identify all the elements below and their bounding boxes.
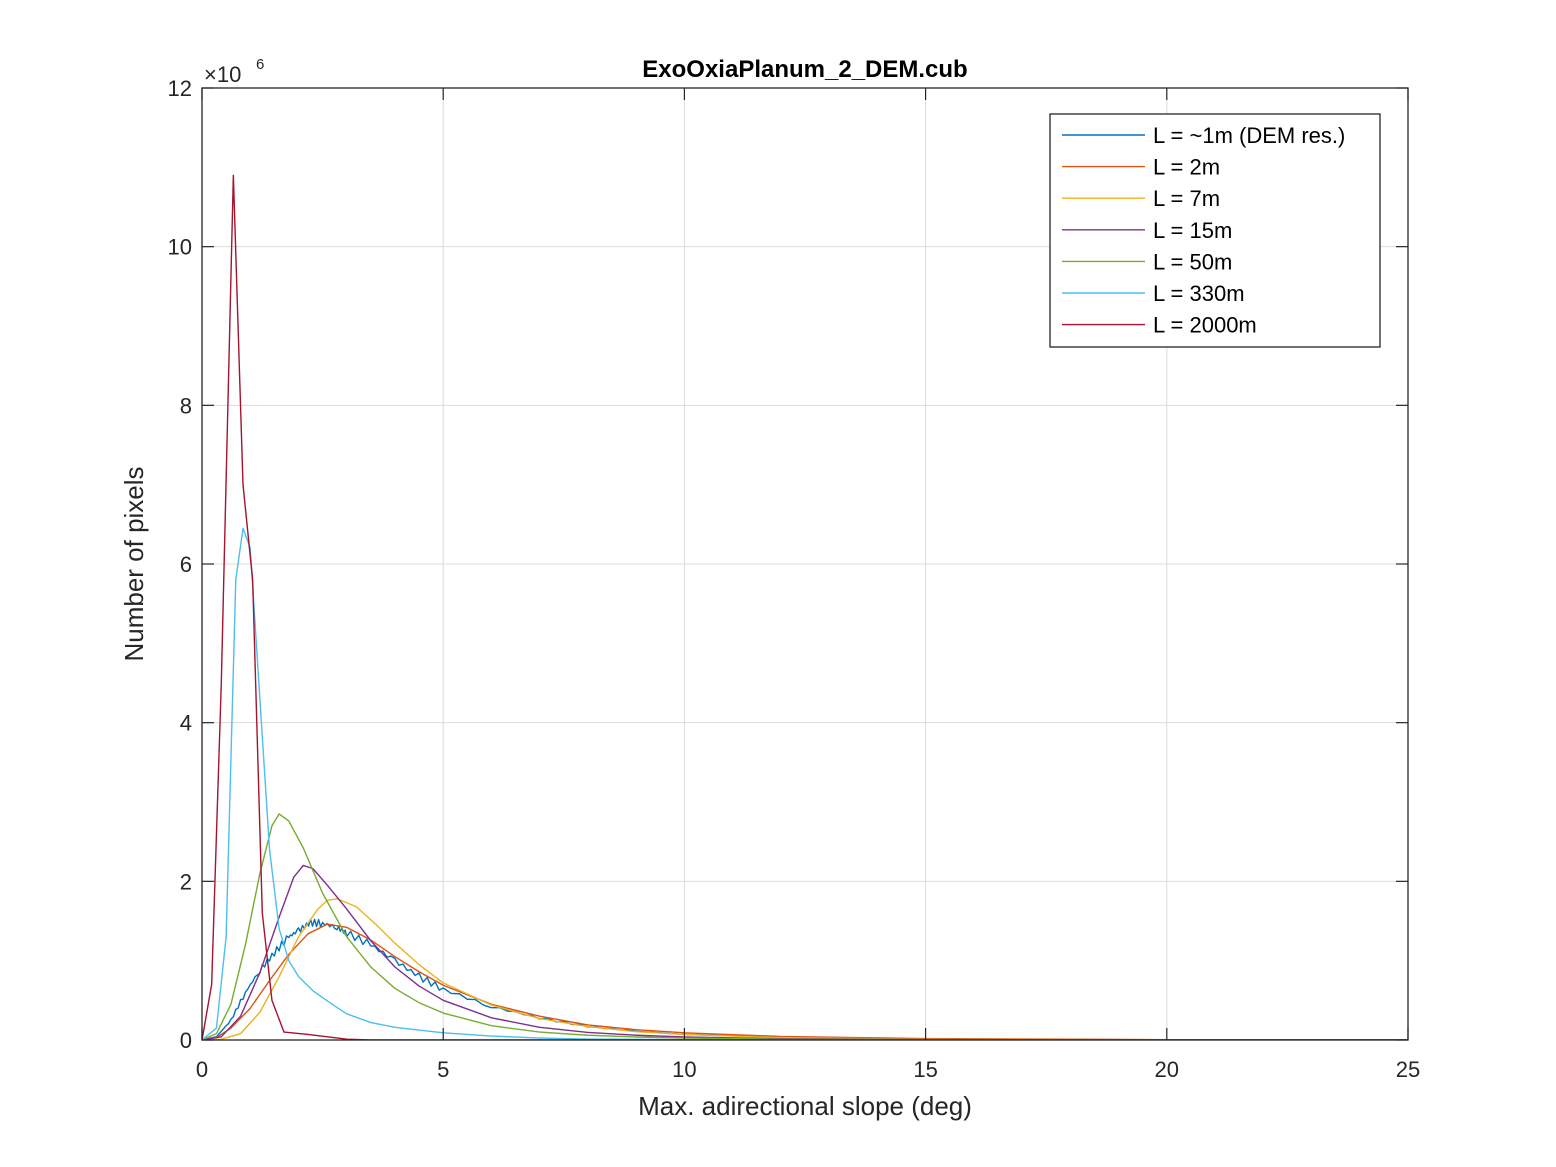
- x-tick-label: 25: [1396, 1057, 1420, 1082]
- legend-label-2: L = 2m: [1153, 155, 1220, 180]
- x-tick-label: 10: [672, 1057, 696, 1082]
- y-tick-label: 0: [180, 1028, 192, 1053]
- series-line-2: [202, 923, 1408, 1040]
- legend-label-4: L = 15m: [1153, 218, 1232, 243]
- legend-label-7: L = 2000m: [1153, 313, 1257, 338]
- axis-ticks: [201, 87, 1409, 1041]
- series-line-3: [202, 898, 1408, 1040]
- y-exponent-base: ×10: [204, 62, 241, 87]
- x-tick-label: 20: [1155, 1057, 1179, 1082]
- chart-title: ExoOxiaPlanum_2_DEM.cub: [642, 56, 967, 83]
- series-layer: [202, 174, 1408, 1040]
- y-axis-label: Number of pixels: [119, 466, 149, 661]
- legend-label-3: L = 7m: [1153, 186, 1220, 211]
- y-exponent-power: 6: [256, 56, 264, 73]
- series-line-5: [202, 813, 1408, 1040]
- y-exponent: ×10 6: [204, 56, 264, 87]
- series-line-1: [202, 918, 1408, 1040]
- y-tick-label: 6: [180, 552, 192, 577]
- legend: L = ~1m (DEM res.) L = 2m L = 7m L = 15m L =…: [1049, 113, 1381, 348]
- tick-labels: 0 5 10 15 20 25 0 2 4 6 8 10 12: [168, 76, 1421, 1082]
- y-tick-label: 4: [180, 711, 192, 736]
- y-tick-label: 12: [168, 76, 192, 101]
- x-axis-label: Max. adirectional slope (deg): [638, 1091, 972, 1121]
- y-tick-label: 10: [168, 235, 192, 260]
- legend-label-1: L = ~1m (DEM res.): [1153, 123, 1345, 148]
- x-tick-label: 5: [437, 1057, 449, 1082]
- x-tick-label: 0: [196, 1057, 208, 1082]
- legend-label-6: L = 330m: [1153, 281, 1245, 306]
- series-line-6: [202, 527, 1408, 1040]
- y-tick-label: 8: [180, 393, 192, 418]
- series-line-7: [202, 174, 1408, 1040]
- y-tick-label: 2: [180, 869, 192, 894]
- x-tick-label: 15: [913, 1057, 937, 1082]
- series-line-4: [202, 864, 1408, 1040]
- legend-label-5: L = 50m: [1153, 249, 1232, 274]
